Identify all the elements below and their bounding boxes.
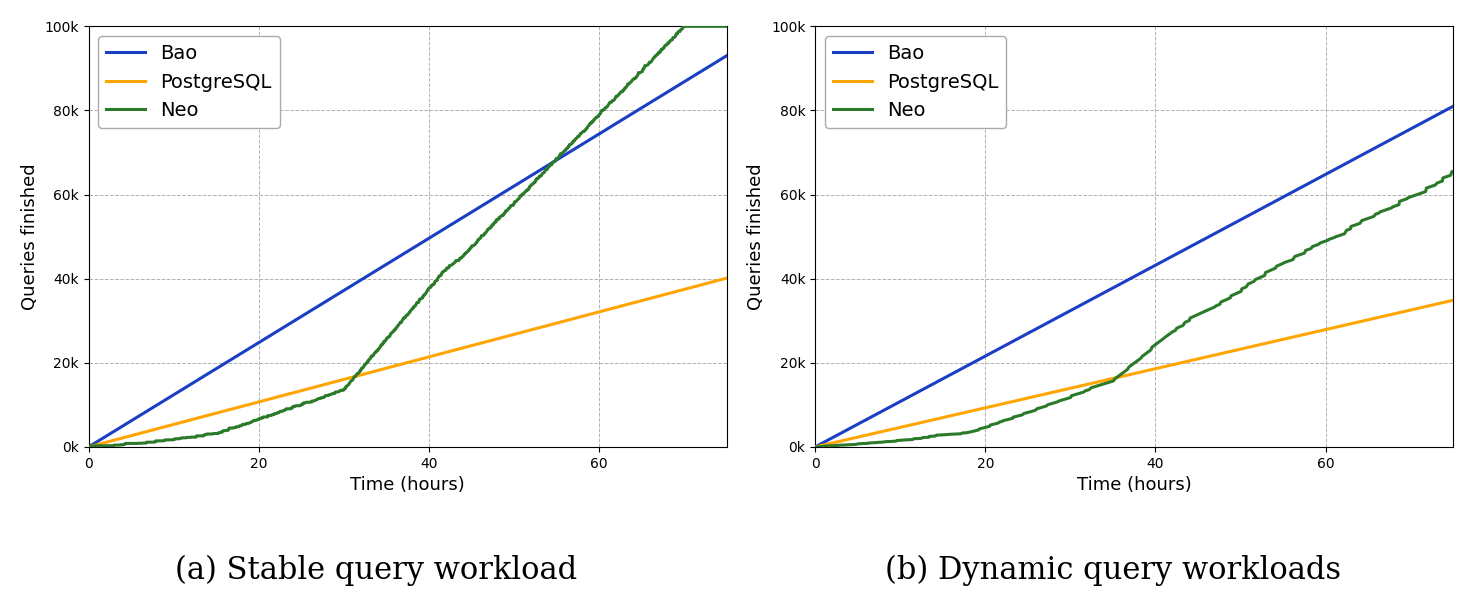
Neo <box>806 443 824 451</box>
Bao <box>1304 178 1322 185</box>
Line: Bao: Bao <box>815 106 1453 447</box>
Bao <box>144 403 162 410</box>
Line: Neo: Neo <box>88 26 727 447</box>
PostgreSQL <box>588 309 606 316</box>
Y-axis label: Queries finished: Queries finished <box>21 163 38 310</box>
Bao <box>871 408 889 416</box>
Neo <box>144 439 162 446</box>
Neo <box>1315 238 1332 245</box>
Bao <box>1445 102 1462 110</box>
Bao <box>578 139 595 146</box>
Legend: Bao, PostgreSQL, Neo: Bao, PostgreSQL, Neo <box>825 36 1007 128</box>
Neo <box>871 439 889 446</box>
Bao <box>338 285 355 292</box>
Neo <box>80 443 97 451</box>
Neo <box>1064 392 1082 399</box>
Neo <box>718 22 736 30</box>
Neo <box>578 126 595 133</box>
Bao <box>718 52 736 59</box>
Y-axis label: Queries finished: Queries finished <box>747 163 765 310</box>
Bao <box>517 175 535 182</box>
PostgreSQL <box>806 443 824 451</box>
Neo <box>338 382 355 390</box>
Bao <box>80 443 97 451</box>
PostgreSQL <box>1445 297 1462 304</box>
PostgreSQL <box>144 426 162 433</box>
PostgreSQL <box>517 327 535 334</box>
Neo <box>1445 168 1462 175</box>
Neo <box>517 186 535 194</box>
Bao <box>1088 293 1106 300</box>
PostgreSQL <box>718 275 736 282</box>
PostgreSQL <box>1304 329 1322 336</box>
Bao <box>1244 210 1262 217</box>
PostgreSQL <box>338 375 355 382</box>
Neo <box>1304 243 1322 250</box>
Neo <box>588 113 606 120</box>
Bao <box>806 443 824 451</box>
Bao <box>1315 172 1332 179</box>
X-axis label: Time (hours): Time (hours) <box>351 476 464 494</box>
Text: (b) Dynamic query workloads: (b) Dynamic query workloads <box>884 555 1341 586</box>
PostgreSQL <box>1315 326 1332 333</box>
X-axis label: Time (hours): Time (hours) <box>1077 476 1191 494</box>
Neo <box>361 356 379 363</box>
Legend: Bao, PostgreSQL, Neo: Bao, PostgreSQL, Neo <box>99 36 280 128</box>
PostgreSQL <box>80 443 97 451</box>
Neo <box>675 22 693 30</box>
PostgreSQL <box>578 312 595 319</box>
Line: PostgreSQL: PostgreSQL <box>88 278 727 447</box>
Bao <box>361 271 379 278</box>
PostgreSQL <box>1088 379 1106 386</box>
Text: (a) Stable query workload: (a) Stable query workload <box>175 555 576 586</box>
Line: PostgreSQL: PostgreSQL <box>815 300 1453 447</box>
PostgreSQL <box>871 429 889 436</box>
PostgreSQL <box>1064 384 1082 391</box>
PostgreSQL <box>1244 343 1262 350</box>
Neo <box>1244 278 1262 285</box>
Bao <box>588 131 606 139</box>
Line: Bao: Bao <box>88 56 727 447</box>
Bao <box>1064 305 1082 313</box>
Line: Neo: Neo <box>815 171 1453 447</box>
Neo <box>1088 382 1106 390</box>
PostgreSQL <box>361 369 379 376</box>
